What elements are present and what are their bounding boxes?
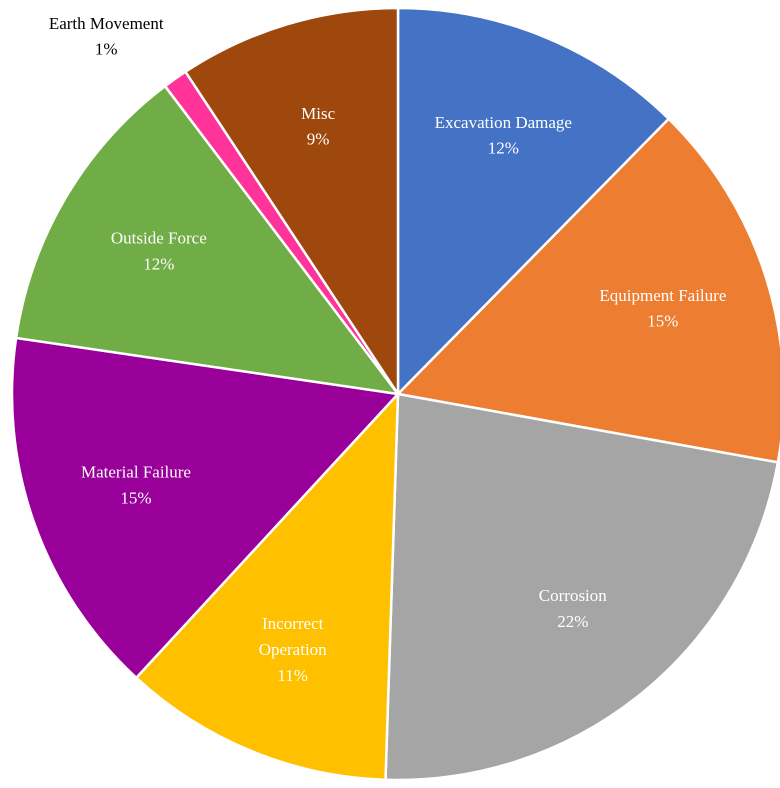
slice-percent: 15% xyxy=(647,312,678,331)
slice-name: Material Failure xyxy=(81,463,191,482)
slice-percent: 1% xyxy=(95,40,118,59)
slice-percent: 9% xyxy=(307,130,330,149)
pie-slice xyxy=(183,6,400,399)
slice-percent: 22% xyxy=(557,612,588,631)
data-label: Excavation Damage 12% xyxy=(435,113,572,158)
pie-slice xyxy=(134,390,400,782)
data-label: Incorrect Operation 11% xyxy=(259,614,327,685)
data-label: Material Failure 15% xyxy=(81,463,191,508)
slice-name: Equipment Failure xyxy=(599,286,726,305)
slice-percent: 11% xyxy=(277,666,308,685)
pie-slice xyxy=(14,84,401,396)
data-label: Equipment Failure 15% xyxy=(599,286,726,331)
data-label: Outside Force 12% xyxy=(111,228,207,273)
slice-name: Misc xyxy=(301,104,335,123)
data-label: Earth Movement 1% xyxy=(49,14,164,59)
slice-name: Corrosion xyxy=(539,586,608,605)
pie-slice xyxy=(395,117,780,464)
slice-name: Earth Movement xyxy=(49,14,164,33)
data-label: Corrosion 22% xyxy=(539,586,608,631)
slice-name: Outside Force xyxy=(111,228,207,247)
data-label: Misc 9% xyxy=(301,104,335,149)
slice-percent: 12% xyxy=(488,139,519,158)
slice-name: Excavation Damage xyxy=(435,113,572,132)
slice-percent: 12% xyxy=(143,254,174,273)
pie-slice xyxy=(10,336,401,680)
pie-slice xyxy=(384,392,780,782)
slice-percent: 15% xyxy=(120,489,151,508)
pie-slice xyxy=(396,6,671,398)
slice-name: Incorrect Operation xyxy=(259,614,327,659)
